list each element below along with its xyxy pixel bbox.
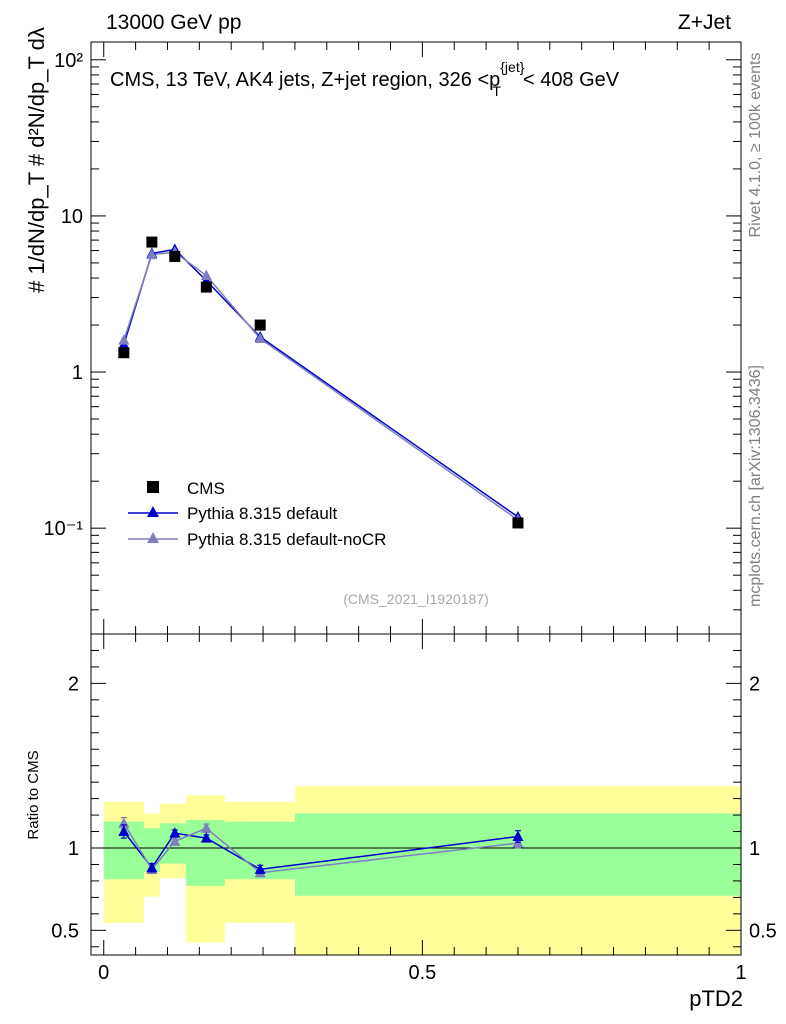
main-ytick-label: 10⁻¹ [44,518,84,540]
ratio-ytick-label: 2 [68,673,79,695]
main-point-cms [200,281,212,293]
main-title: CMS, 13 TeV, AK4 jets, Z+jet region, 326… [110,59,620,99]
legend: CMS Pythia 8.315 default Pythia 8.315 de… [128,479,386,549]
header-right: Z+Jet [678,11,731,34]
main-ytick-label: 10 [61,206,83,228]
svg-text:# 1/dN/dp_T # d²N/dp_T dλ: # 1/dN/dp_T # d²N/dp_T dλ [24,27,49,293]
watermark: (CMS_2021_I1920187) [343,591,489,607]
ratio-point [169,827,181,838]
main-point-cms [118,347,130,359]
ratio-xtick-label: 0 [98,962,109,984]
ratio-series-line [123,822,519,874]
main-point-cms [169,250,181,262]
ratio-xtick-label: 1 [735,962,746,984]
legend-marker-nocr [147,532,159,543]
ratio-ytick-label-right: 0.5 [749,920,777,942]
side-mcplots: mcplots.cern.ch [arXiv:1306.3436] [747,365,764,607]
main-point-mc [118,334,130,345]
ratio-ytick-label-right: 1 [749,838,760,860]
main-series-line [123,248,519,518]
main-point-mc [254,332,266,344]
ratio-xtick-label: 0.5 [408,962,436,984]
main-point-cms [512,517,524,529]
main-point-mc [146,248,158,260]
ratio-point [254,863,266,874]
ratio-band-green [294,813,741,896]
ratio-ytick-label: 1 [68,838,79,860]
ratio-point [512,830,524,841]
main-ylabel: # 1/dN/dp_T # d²N/dp_T dλ [24,27,49,293]
ratio-point [200,832,212,843]
legend-label-cms: CMS [187,479,225,498]
main-ytick-label: 1 [72,362,83,384]
main-point-cms [254,319,266,331]
ratio-panel: 0.5 0.51 12 20 0.5 1 [51,633,777,984]
main-panel: 10⁻¹ 1 10 10² [44,41,742,635]
ratio-frame [90,633,742,956]
main-ytick-label: 10² [54,50,83,72]
ratio-point [200,822,212,833]
title-part-b: < 408 GeV [523,69,620,91]
title-part-a: CMS, 13 TeV, AK4 jets, Z+jet region, 326… [110,69,500,91]
ratio-point [118,825,130,837]
ratio-ytick-label: 0.5 [51,920,79,942]
legend-label-default: Pythia 8.315 default [187,504,338,523]
ratio-ylabel: Ratio to CMS [25,750,42,839]
legend-marker-cms [147,481,159,493]
header-left: 13000 GeV pp [106,11,241,34]
ratio-point [169,835,181,846]
legend-marker-default [147,506,159,517]
ratio-ytick-label-right: 2 [749,673,760,695]
main-point-cms [146,236,158,248]
side-rivet: Rivet 4.1.0, ≥ 100k events [747,53,764,238]
main-point-mc [200,269,212,281]
title-sup: {jet} [500,59,524,75]
ratio-point [146,861,158,873]
legend-label-nocr: Pythia 8.315 default-noCR [187,530,386,549]
main-series-line [123,251,519,521]
svg-text:CMS, 13 TeV, AK4 jets, Z+jet r: CMS, 13 TeV, AK4 jets, Z+jet region, 326… [110,59,620,99]
title-sub: T [492,83,501,99]
xlabel: pTD2 [689,986,743,1011]
